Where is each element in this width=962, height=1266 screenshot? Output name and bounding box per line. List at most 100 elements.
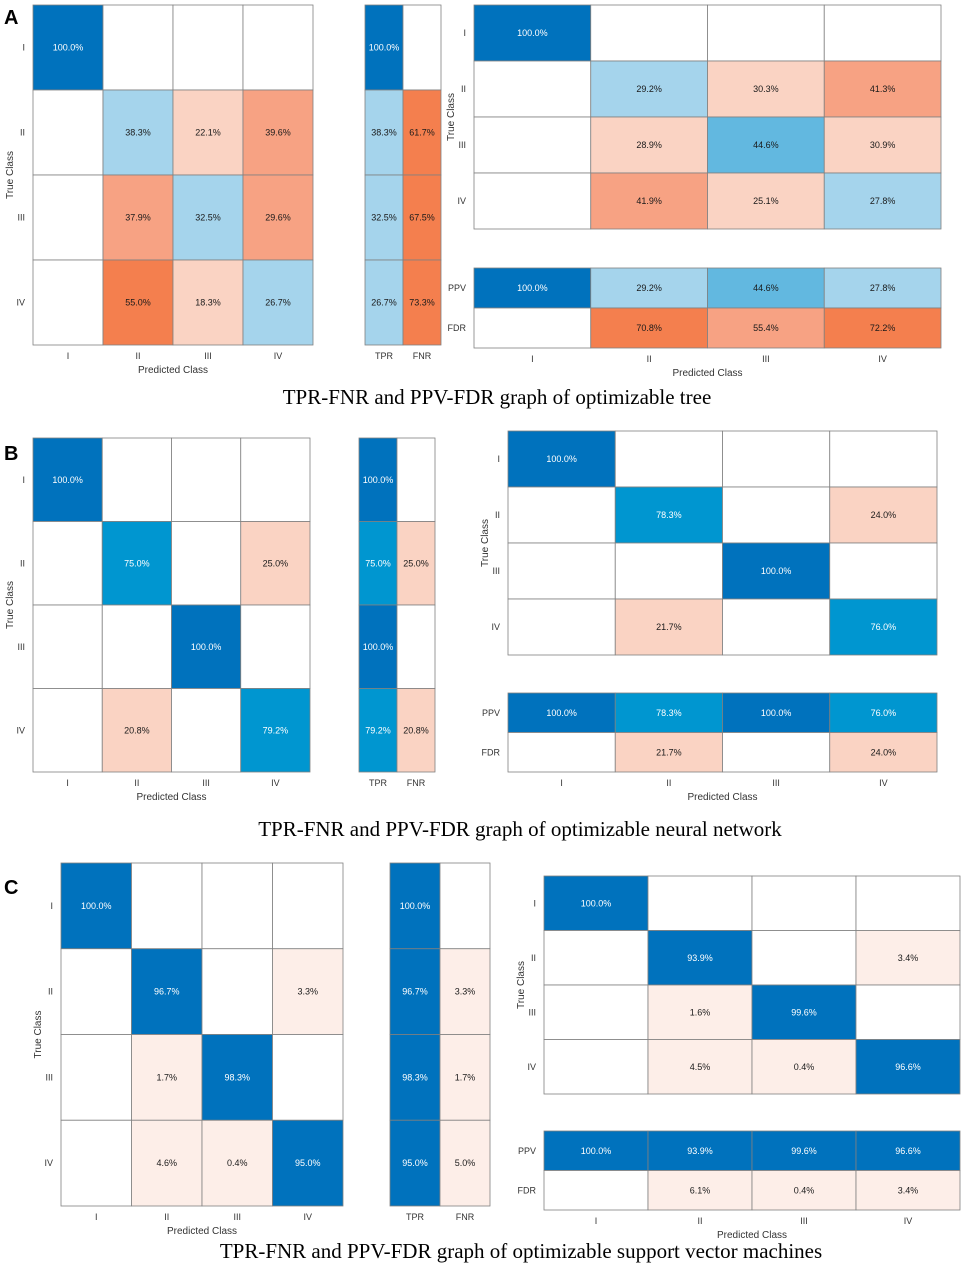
panel-b-tpr-fnr-cell-value: 100.0% [363,475,394,485]
panel-b-column-normalized-cell-r2-c3 [722,486,831,544]
panel-a-confusion-cell-value: 22.1% [195,128,221,138]
panel-c-column-normalized-cell-r3-c1 [543,984,649,1040]
panel-letter-b: B [4,443,18,465]
panel-c-ppv-fdr-cell-r2-c2 [647,1170,753,1211]
panel-b-column-normalized-cell-value: 100.0% [761,566,792,576]
panel-a-column-normalized-cell-value: 100.0% [517,28,548,38]
panel-b-tpr-fnr-cell-value: 79.2% [365,725,391,735]
panel-c-tpr-fnr-cell-r3-c1 [389,1034,441,1121]
panel-c-column-normalized-cell-r1-c1 [543,875,649,931]
panel-b-column-normalized-row-tick: IV [491,622,500,632]
panel-a-column-normalized-cell-value: 30.9% [870,140,896,150]
panel-c-column-normalized-cell-r4-c2 [647,1039,753,1095]
panel-b-confusion-cell-r1-c4 [240,437,311,522]
panel-c-column-normalized-cell-value: 4.5% [690,1062,711,1072]
panel-a-column-normalized-cell-r3-c1 [473,116,592,174]
panel-a-confusion-cell-r4-c3 [172,259,244,346]
panel-b-column-normalized-cell-r4-c4 [829,598,938,656]
panel-a-column-normalized-cell-value: 44.6% [753,140,779,150]
panel-b-confusion-cell-r4-c2 [101,688,172,773]
panel-a-tpr-fnr-cell-r4-c1 [364,259,404,346]
panel-c-confusion-cell-r2-c1 [60,948,132,1035]
panel-a-tpr-fnr-cell-r2-c1 [364,89,404,176]
panel-b-column-normalized-cell-r4-c3 [722,598,831,656]
panel-b-ppv-fdr-cell-r2-c1 [507,732,616,773]
panel-c-tpr-fnr-cell-value: 95.0% [402,1158,428,1168]
panel-b-ppv-fdr-cell-value: 78.3% [656,708,682,718]
panel-b-column-normalized-cell-value: 78.3% [656,510,682,520]
panel-a-tpr-fnr-cell-value: 26.7% [371,298,397,308]
panel-a-confusion-xlabel: Predicted Class [138,365,208,376]
panel-c-column-normalized-cell-value: 100.0% [581,898,612,908]
panel-c-ppv-fdr-col-tick: I [595,1216,598,1226]
panel-c-column-normalized-cell-r3-c4 [855,984,961,1040]
panel-b-confusion-cell-r4-c4 [240,688,311,773]
panel-c-ppv-fdr-row-tick: PPV [518,1146,536,1156]
panel-c-column-normalized-cell-r1-c4 [855,875,961,931]
panel-a-ppv-fdr-cell-value: 55.4% [753,323,779,333]
panel-a-tpr-fnr-cell-r3-c2 [402,174,442,261]
panel-b-column-normalized-cell-r2-c2 [614,486,723,544]
panel-c-tpr-fnr-cell-r4-c2 [439,1119,491,1207]
panel-b-column-normalized-cell-value: 76.0% [871,622,897,632]
panel-b-confusion-cell-value: 20.8% [124,725,150,735]
panel-b-column-normalized-cell-r2-c4 [829,486,938,544]
panel-c-confusion-row-tick: I [50,901,53,911]
panel-b-confusion-cell-value: 100.0% [191,642,222,652]
panel-c-confusion-col-tick: IV [303,1212,312,1222]
panel-a-column-normalized-cell-value: 30.3% [753,84,779,94]
panel-a-column-normalized-cell-value: 41.3% [870,84,896,94]
panel-b-column-normalized-cell-r3-c2 [614,542,723,600]
panel-b-confusion-cell-r2-c2 [101,521,172,606]
panel-a-ppv-fdr-col-tick: II [647,354,652,364]
panel-c-confusion-cell-value: 3.3% [297,987,318,997]
panel-b-column-normalized-row-tick: II [495,510,500,520]
panel-c-confusion-cell-value: 95.0% [295,1158,321,1168]
panel-a-confusion-row-tick: III [17,213,25,223]
panel-c-ppv-fdr-col-tick: IV [904,1216,913,1226]
panel-a-confusion-cell-r2-c2 [102,89,174,176]
panel-b-confusion-xlabel: Predicted Class [136,792,206,803]
panel-a-tpr-fnr-cell-r3-c1 [364,174,404,261]
panel-a-column-normalized-ylabel: True Class [446,93,457,141]
panel-a-confusion-cell-value: 100.0% [53,43,84,53]
panel-a-ppv-fdr-col-tick: I [531,354,534,364]
panel-c-confusion-cell-r2-c3 [201,948,273,1035]
panel-a-ppv-fdr-cell-value: 44.6% [753,283,779,293]
panel-a-tpr-fnr-cell-value: 61.7% [409,128,435,138]
panel-c-column-normalized-cell-value: 3.4% [898,953,919,963]
panel-b-confusion-cell-r3-c3 [171,604,242,689]
panel-b-confusion-cell-value: 100.0% [52,475,83,485]
panel-c-ppv-fdr-cell-value: 99.6% [791,1146,817,1156]
panel-c-tpr-fnr-cell-r2-c1 [389,948,441,1035]
panel-c-confusion-row-tick: III [45,1072,53,1082]
panel-c-confusion-col-tick: I [95,1212,98,1222]
panel-a-column-normalized-cell-r3-c3 [707,116,825,174]
panel-a-confusion-cell-value: 39.6% [265,128,291,138]
panel-b-column-normalized-cell-r3-c1 [507,542,616,600]
panel-b-confusion-cell-value: 79.2% [263,725,289,735]
panel-b-confusion-cell-value: 75.0% [124,558,150,568]
panel-a-tpr-fnr-cell-value: 100.0% [369,43,400,53]
panel-a-tpr-fnr-cell-value: 32.5% [371,213,397,223]
panel-a-ppv-fdr-row-tick: FDR [448,323,467,333]
panel-a-confusion-cell-r3-c3 [172,174,244,261]
panel-a-ppv-fdr-cell-value: 72.2% [870,323,896,333]
panel-c-confusion-cell-r4-c2 [131,1119,203,1207]
panel-b-column-normalized-cell-r3-c3 [722,542,831,600]
panel-c-ppv-fdr-cell-r2-c4 [855,1170,961,1211]
panel-b-column-normalized-cell-r1-c3 [722,430,831,488]
panel-a-tpr-fnr-cell-value: 73.3% [409,298,435,308]
panel-a-ppv-fdr-cell-value: 100.0% [517,283,548,293]
panel-a-ppv-fdr-cell-r1-c4 [823,267,942,309]
panel-a-column-normalized-cell-r2-c1 [473,60,592,118]
panel-a-ppv-fdr-col-tick: III [762,354,770,364]
panel-c-confusion-cell-value: 96.7% [154,987,180,997]
panel-c-ppv-fdr-cell-value: 0.4% [794,1185,815,1195]
panel-c-column-normalized-row-tick: IV [527,1062,536,1072]
panel-c-column-normalized-cell-r4-c4 [855,1039,961,1095]
panel-b-ppv-fdr-row-tick: PPV [482,708,500,718]
panel-a-column-normalized-cell-r1-c1 [473,4,592,62]
panel-c-confusion-cell-value: 1.7% [156,1072,177,1082]
